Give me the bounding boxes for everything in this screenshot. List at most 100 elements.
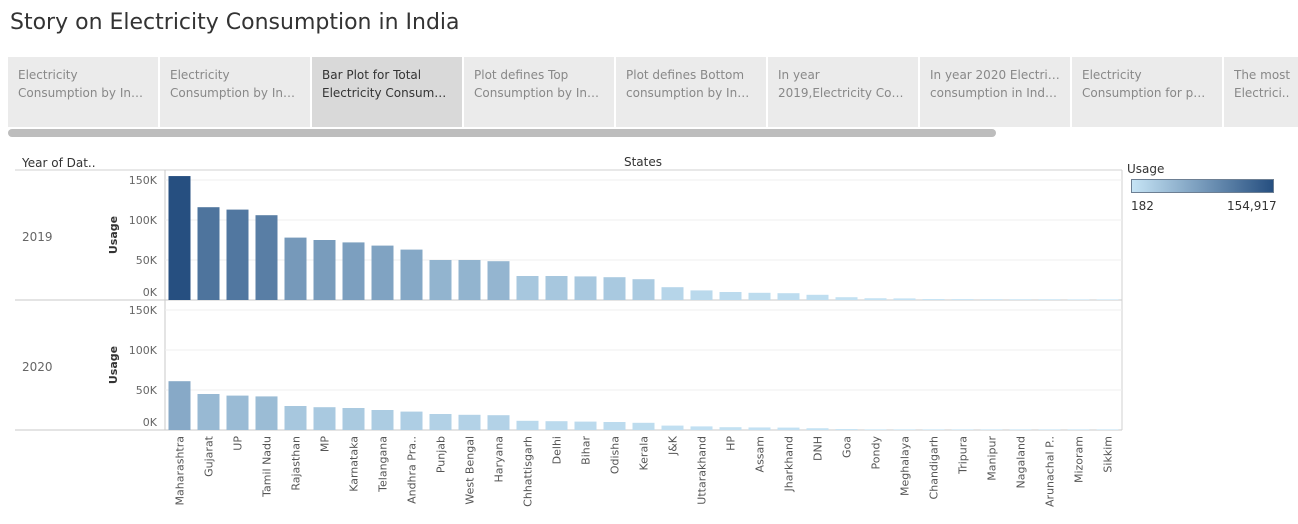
bar-2019-24 [835, 297, 858, 300]
category-label: Tamil Nadu [261, 436, 274, 498]
bar-2020-14 [545, 421, 568, 430]
bar-2019-19 [690, 290, 713, 300]
bar-2020-16 [603, 422, 626, 430]
bar-2019-26 [893, 298, 916, 300]
bar-2019-11 [458, 260, 481, 300]
bar-2020-31 [1038, 429, 1061, 430]
bar-2020-20 [719, 427, 742, 430]
category-label: West Bengal [464, 436, 477, 505]
bar-2020-5 [284, 406, 307, 430]
bar-2020-30 [1009, 429, 1032, 430]
bar-2019-25 [864, 298, 887, 300]
bar-2020-7 [342, 408, 365, 430]
category-label: Telangana [377, 436, 390, 493]
bar-2019-16 [603, 277, 626, 300]
column-header: States [624, 155, 662, 169]
y-tick-label: 100K [129, 214, 158, 227]
bar-2019-13 [516, 276, 539, 300]
y-axis-title: Usage [107, 216, 120, 254]
category-label: MP [319, 436, 332, 452]
bar-2019-1 [168, 176, 191, 300]
bar-2019-27 [922, 299, 945, 300]
bar-2019-30 [1009, 299, 1032, 300]
category-label: Punjab [435, 436, 448, 473]
category-label: Meghalaya [899, 436, 912, 496]
y-tick-label: 0K [143, 286, 158, 299]
bar-2020-26 [893, 429, 916, 430]
category-label: DNH [812, 436, 825, 461]
bar-2020-11 [458, 414, 481, 430]
bar-2020-33 [1096, 429, 1119, 430]
y-tick-label: 0K [143, 416, 158, 429]
bar-2019-7 [342, 242, 365, 300]
category-label: Assam [754, 436, 767, 472]
category-label: Arunachal P.. [1044, 436, 1057, 507]
category-label: Rajasthan [290, 436, 303, 491]
y-tick-label: 150K [129, 174, 158, 187]
bar-2020-1 [168, 381, 191, 430]
bar-2020-12 [487, 415, 510, 430]
story-tab-7[interactable]: In year 2020 Electricity consumption in I… [920, 57, 1070, 127]
bar-2019-12 [487, 261, 510, 300]
bar-2020-9 [400, 411, 423, 430]
bar-2020-13 [516, 420, 539, 430]
bar-2020-6 [313, 407, 336, 430]
bar-2019-8 [371, 245, 394, 300]
category-label: Karnataka [348, 436, 361, 492]
story-tab-9[interactable]: The most Electrici.. [1224, 57, 1298, 127]
category-label: Kerala [638, 436, 651, 471]
bar-2020-17 [632, 422, 655, 430]
bar-2020-32 [1067, 429, 1090, 430]
bar-2019-21 [748, 292, 771, 300]
bar-2019-29 [980, 299, 1003, 300]
category-label: Uttarakhand [696, 436, 709, 505]
bar-2020-24 [835, 429, 858, 430]
category-label: HP [725, 436, 738, 451]
bar-2019-9 [400, 249, 423, 300]
year-label: 2020 [22, 360, 53, 374]
row-header: Year of Dat.. [21, 156, 96, 170]
category-label: Mizoram [1073, 436, 1086, 483]
category-label: Odisha [609, 436, 622, 474]
bar-2019-15 [574, 276, 597, 300]
y-tick-label: 150K [129, 304, 158, 317]
story-tabs: Electricity Consumption by India.. Electri… [8, 57, 1298, 127]
legend-max-label: 154,917 [1227, 199, 1277, 213]
page-title: Story on Electricity Consumption in Indi… [10, 10, 460, 35]
bar-2019-10 [429, 260, 452, 300]
legend-min-label: 182 [1131, 199, 1154, 213]
category-label: Andhra Pra.. [406, 436, 419, 504]
bar-2020-3 [226, 395, 249, 430]
category-label: Gujarat [203, 435, 216, 477]
y-axis-title: Usage [107, 346, 120, 384]
bar-2019-28 [951, 299, 974, 300]
category-label: Jharkhand [783, 436, 796, 493]
bar-2019-20 [719, 292, 742, 300]
tabs-scrollbar[interactable] [8, 129, 996, 137]
bar-2019-6 [313, 240, 336, 300]
bar-2019-23 [806, 294, 829, 300]
story-tab-2[interactable]: Electricity Consumption by India.. [160, 57, 310, 127]
story-tab-6[interactable]: In year 2019,Electricity Cons.. [768, 57, 918, 127]
bar-2020-25 [864, 429, 887, 430]
category-label: Bihar [580, 436, 593, 465]
story-tab-5[interactable]: Plot defines Bottom consumption by India.… [616, 57, 766, 127]
category-label: Manipur [986, 436, 999, 481]
bar-2019-31 [1038, 299, 1061, 300]
bar-2020-27 [922, 429, 945, 430]
bar-2020-2 [197, 394, 220, 430]
story-tab-3[interactable]: Bar Plot for Total Electricity Consumpti.… [312, 57, 462, 127]
bar-2020-28 [951, 429, 974, 430]
story-tab-8[interactable]: Electricity Consumption for peri.. [1072, 57, 1222, 127]
bar-2020-22 [777, 427, 800, 430]
story-tab-1[interactable]: Electricity Consumption by India.. [8, 57, 158, 127]
category-label: Maharashtra [174, 436, 187, 506]
story-tab-4[interactable]: Plot defines Top Consumption by India.. [464, 57, 614, 127]
bar-2019-22 [777, 293, 800, 300]
bar-2020-4 [255, 396, 278, 430]
category-label: Tripura [957, 436, 970, 475]
category-label: Sikkim [1102, 436, 1115, 473]
bar-2019-32 [1067, 299, 1090, 300]
bar-2020-8 [371, 410, 394, 430]
